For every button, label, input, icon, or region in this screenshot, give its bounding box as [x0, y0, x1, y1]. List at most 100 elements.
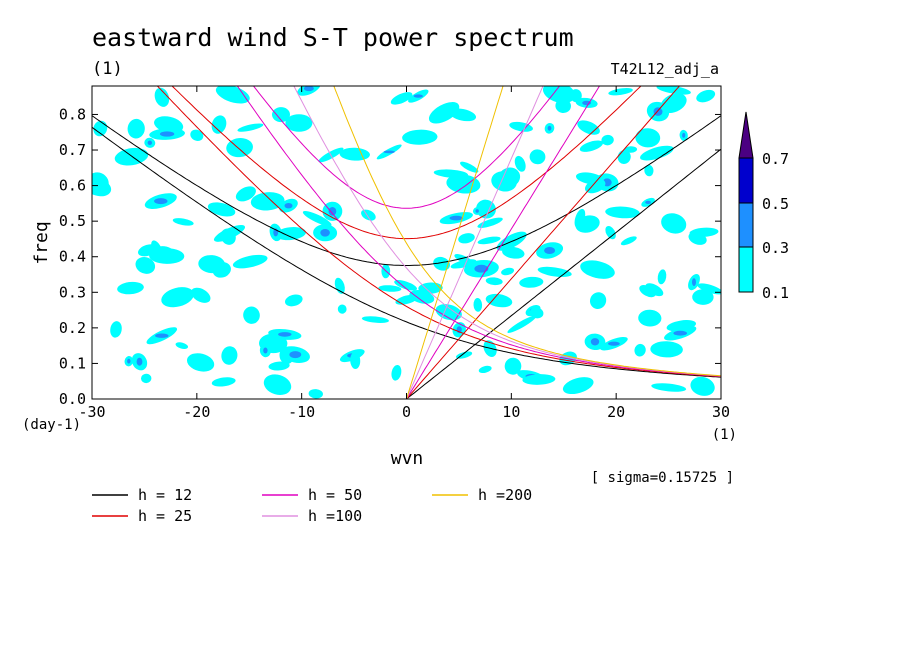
contour-blob [580, 260, 615, 279]
contour-blob-core [682, 132, 686, 138]
dispersion-curve [92, 115, 721, 266]
contour-blob-core [547, 125, 552, 131]
contour-blob [477, 217, 503, 228]
contour-blob-core [127, 358, 131, 364]
colorbar-segment [738, 246, 754, 293]
contour-blob [263, 374, 292, 396]
contour-blob [635, 128, 661, 148]
contour-blob [207, 202, 236, 217]
dispersion-curve [406, 86, 601, 399]
sigma-note: [ sigma=0.15725 ] [591, 470, 734, 486]
contour-blob [640, 145, 674, 161]
contour-blob [478, 365, 492, 374]
y-tick-label: 0.3 [59, 283, 86, 301]
contour-blob [191, 287, 211, 303]
contour-blob [141, 373, 152, 384]
contour-blob [302, 211, 332, 227]
y-tick-label: 0.0 [59, 390, 86, 408]
y-tick-label: 0.7 [59, 141, 86, 159]
dispersion-curve [406, 86, 504, 399]
contour-blob [514, 155, 526, 172]
contour-blob [272, 107, 290, 123]
contour-blob [446, 174, 481, 194]
contour-blob [644, 164, 654, 177]
contour-blob-core [284, 203, 293, 209]
contour-blob-core [159, 131, 175, 137]
contour-blob-core [474, 264, 489, 273]
contour-blob [458, 233, 475, 244]
contour-blob [634, 343, 646, 357]
y-axis: 0.0 0.1 0.2 0.3 0.4 0.5 0.6 0.7 0.8 [59, 105, 721, 408]
x-axis: -30 -20 -10 0 10 20 30 [78, 86, 730, 421]
contour-blob-core [263, 347, 268, 354]
contour-blob-core [136, 357, 143, 366]
contour-blob [237, 123, 264, 132]
contour-blob [529, 149, 546, 165]
contour-blob [485, 293, 513, 308]
contour-blob [690, 376, 715, 396]
contour-blob [692, 289, 714, 305]
contour-fill-layer [92, 86, 721, 399]
contour-blob-core [608, 341, 620, 346]
contour-blob [190, 129, 204, 141]
contour-blob [161, 287, 194, 308]
contour-blob [605, 206, 640, 219]
contour-blob [235, 186, 256, 202]
contour-blob [394, 280, 418, 291]
contour-blob [485, 277, 503, 286]
x-tick-label: 10 [502, 403, 520, 421]
contour-blob [601, 134, 614, 146]
colorbar-label: 0.5 [762, 195, 789, 213]
contour-blob [433, 256, 451, 271]
dispersion-curve [171, 86, 642, 240]
contour-blob [221, 346, 238, 365]
title-units: (1) [92, 59, 123, 79]
contour-blob [284, 294, 303, 307]
colorbar-top-triangle [738, 111, 754, 159]
contour-blob [460, 161, 479, 173]
contour-blob-core [383, 150, 395, 154]
contour-blob [577, 120, 600, 135]
contour-blob [110, 321, 122, 338]
contour-blob-core [328, 207, 337, 216]
dispersion-curve [406, 148, 721, 399]
contour-blob [542, 86, 576, 104]
contour-blob [409, 290, 435, 304]
contour-blob [114, 147, 149, 166]
contour-blob [93, 120, 108, 137]
contour-blob [579, 140, 604, 152]
x-units-label: (1) [712, 427, 737, 443]
contour-blob [361, 316, 389, 323]
contour-blob [657, 269, 667, 285]
legend-label: h = 12 [138, 486, 192, 504]
x-tick-label: -30 [78, 403, 105, 421]
contour-blob [268, 361, 290, 371]
contour-blob [175, 342, 189, 349]
colorbar-segment [738, 202, 754, 248]
contour-blob-core [154, 198, 168, 205]
contour-blob [645, 283, 664, 297]
contour-blob [529, 307, 544, 319]
contour-blob [186, 353, 215, 372]
contour-blob [211, 115, 227, 134]
contour-blob [477, 236, 501, 245]
contour-blob [696, 89, 716, 103]
contour-blob [390, 92, 413, 105]
contour-blob [608, 88, 633, 96]
colorbar-segment [738, 157, 754, 204]
contour-blob-core [449, 215, 464, 221]
colorbar-label: 0.7 [762, 150, 789, 168]
dispersion-curve [406, 86, 681, 399]
contour-blob [562, 377, 594, 395]
contour-blob [655, 345, 678, 356]
x-tick-label: 20 [607, 403, 625, 421]
dispersion-curve [252, 86, 561, 209]
contour-blob [243, 306, 260, 324]
y-tick-label: 0.4 [59, 248, 86, 266]
contour-blob [697, 283, 721, 295]
contour-blob [555, 98, 571, 114]
y-units-label: (day-1) [22, 417, 81, 433]
legend-label: h = 25 [138, 507, 192, 525]
contour-blob [620, 236, 637, 246]
